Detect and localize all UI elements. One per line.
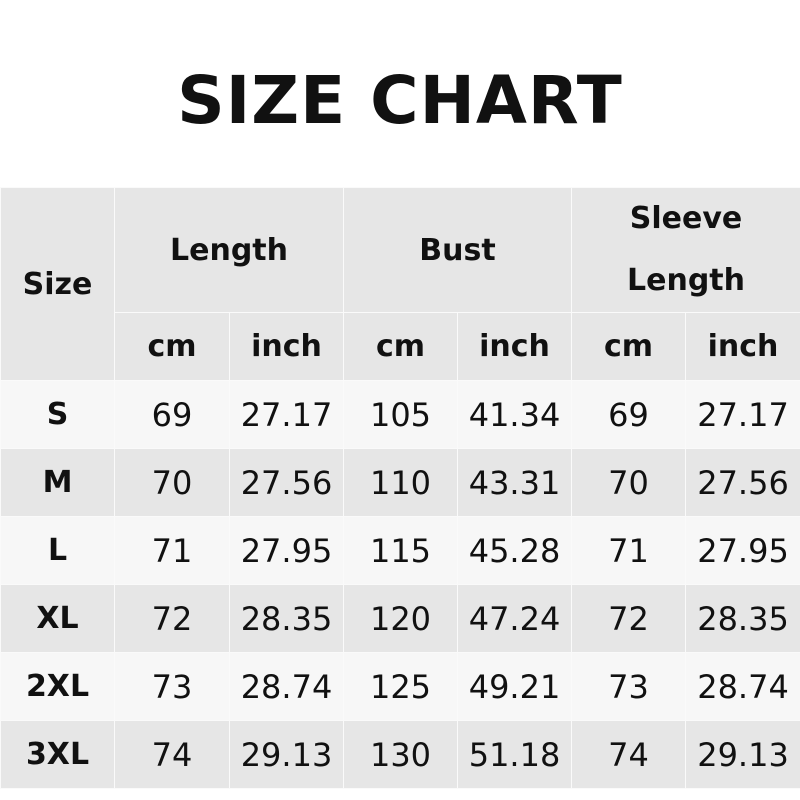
header-sleeve-line1: Sleeve (629, 201, 743, 236)
size-cell: M (0, 448, 115, 517)
value-cell: 70 (571, 448, 687, 517)
unit-header: cm (571, 312, 687, 381)
unit-header: cm (343, 312, 458, 381)
value-cell: 49.21 (456, 652, 573, 721)
value-cell: 28.35 (685, 584, 800, 653)
size-cell: S (0, 380, 115, 449)
value-cell: 27.56 (685, 448, 800, 517)
value-cell: 47.24 (456, 584, 573, 653)
value-cell: 27.17 (229, 380, 344, 449)
value-cell: 28.35 (229, 584, 344, 653)
unit-header: inch (229, 312, 344, 381)
unit-header: cm (114, 312, 230, 381)
unit-header: inch (456, 312, 573, 381)
table-row: XL 72 28.35 120 47.24 72 28.35 (0, 584, 800, 653)
value-cell: 71 (571, 516, 687, 585)
size-table: Size Length Bust Sleeve Length cm inch cm in… (0, 187, 800, 789)
value-cell: 120 (343, 584, 458, 653)
size-cell: 3XL (0, 720, 115, 789)
value-cell: 28.74 (685, 652, 800, 721)
value-cell: 105 (343, 380, 458, 449)
size-cell: L (0, 516, 115, 585)
value-cell: 45.28 (456, 516, 573, 585)
value-cell: 27.56 (229, 448, 344, 517)
table-row: S 69 27.17 105 41.34 69 27.17 (0, 380, 800, 449)
size-cell: 2XL (0, 652, 115, 721)
value-cell: 28.74 (229, 652, 344, 721)
value-cell: 110 (343, 448, 458, 517)
unit-header: inch (685, 312, 800, 381)
value-cell: 29.13 (229, 720, 344, 789)
value-cell: 74 (114, 720, 230, 789)
table-row: 2XL 73 28.74 125 49.21 73 28.74 (0, 652, 800, 721)
value-cell: 125 (343, 652, 458, 721)
value-cell: 27.95 (685, 516, 800, 585)
value-cell: 72 (571, 584, 687, 653)
value-cell: 70 (114, 448, 230, 517)
header-sleeve-length: Sleeve Length (571, 187, 800, 313)
value-cell: 73 (114, 652, 230, 721)
value-cell: 27.17 (685, 380, 800, 449)
value-cell: 41.34 (456, 380, 573, 449)
table-row: L 71 27.95 115 45.28 71 27.95 (0, 516, 800, 585)
header-length: Length (114, 187, 344, 313)
page-title: SIZE CHART (177, 62, 623, 139)
value-cell: 72 (114, 584, 230, 653)
table-row: 3XL 74 29.13 130 51.18 74 29.13 (0, 720, 800, 789)
value-cell: 43.31 (456, 448, 573, 517)
value-cell: 130 (343, 720, 458, 789)
header-bust: Bust (342, 187, 573, 313)
value-cell: 51.18 (456, 720, 573, 789)
table-row: M 70 27.56 110 43.31 70 27.56 (0, 448, 800, 517)
value-cell: 74 (571, 720, 687, 789)
value-cell: 69 (571, 380, 687, 449)
value-cell: 73 (571, 652, 687, 721)
value-cell: 115 (343, 516, 458, 585)
size-cell: XL (0, 584, 115, 653)
value-cell: 69 (114, 380, 230, 449)
value-cell: 71 (114, 516, 230, 585)
value-cell: 29.13 (685, 720, 800, 789)
header-size: Size (0, 187, 115, 381)
header-sleeve-line2: Length (627, 263, 746, 298)
value-cell: 27.95 (229, 516, 344, 585)
